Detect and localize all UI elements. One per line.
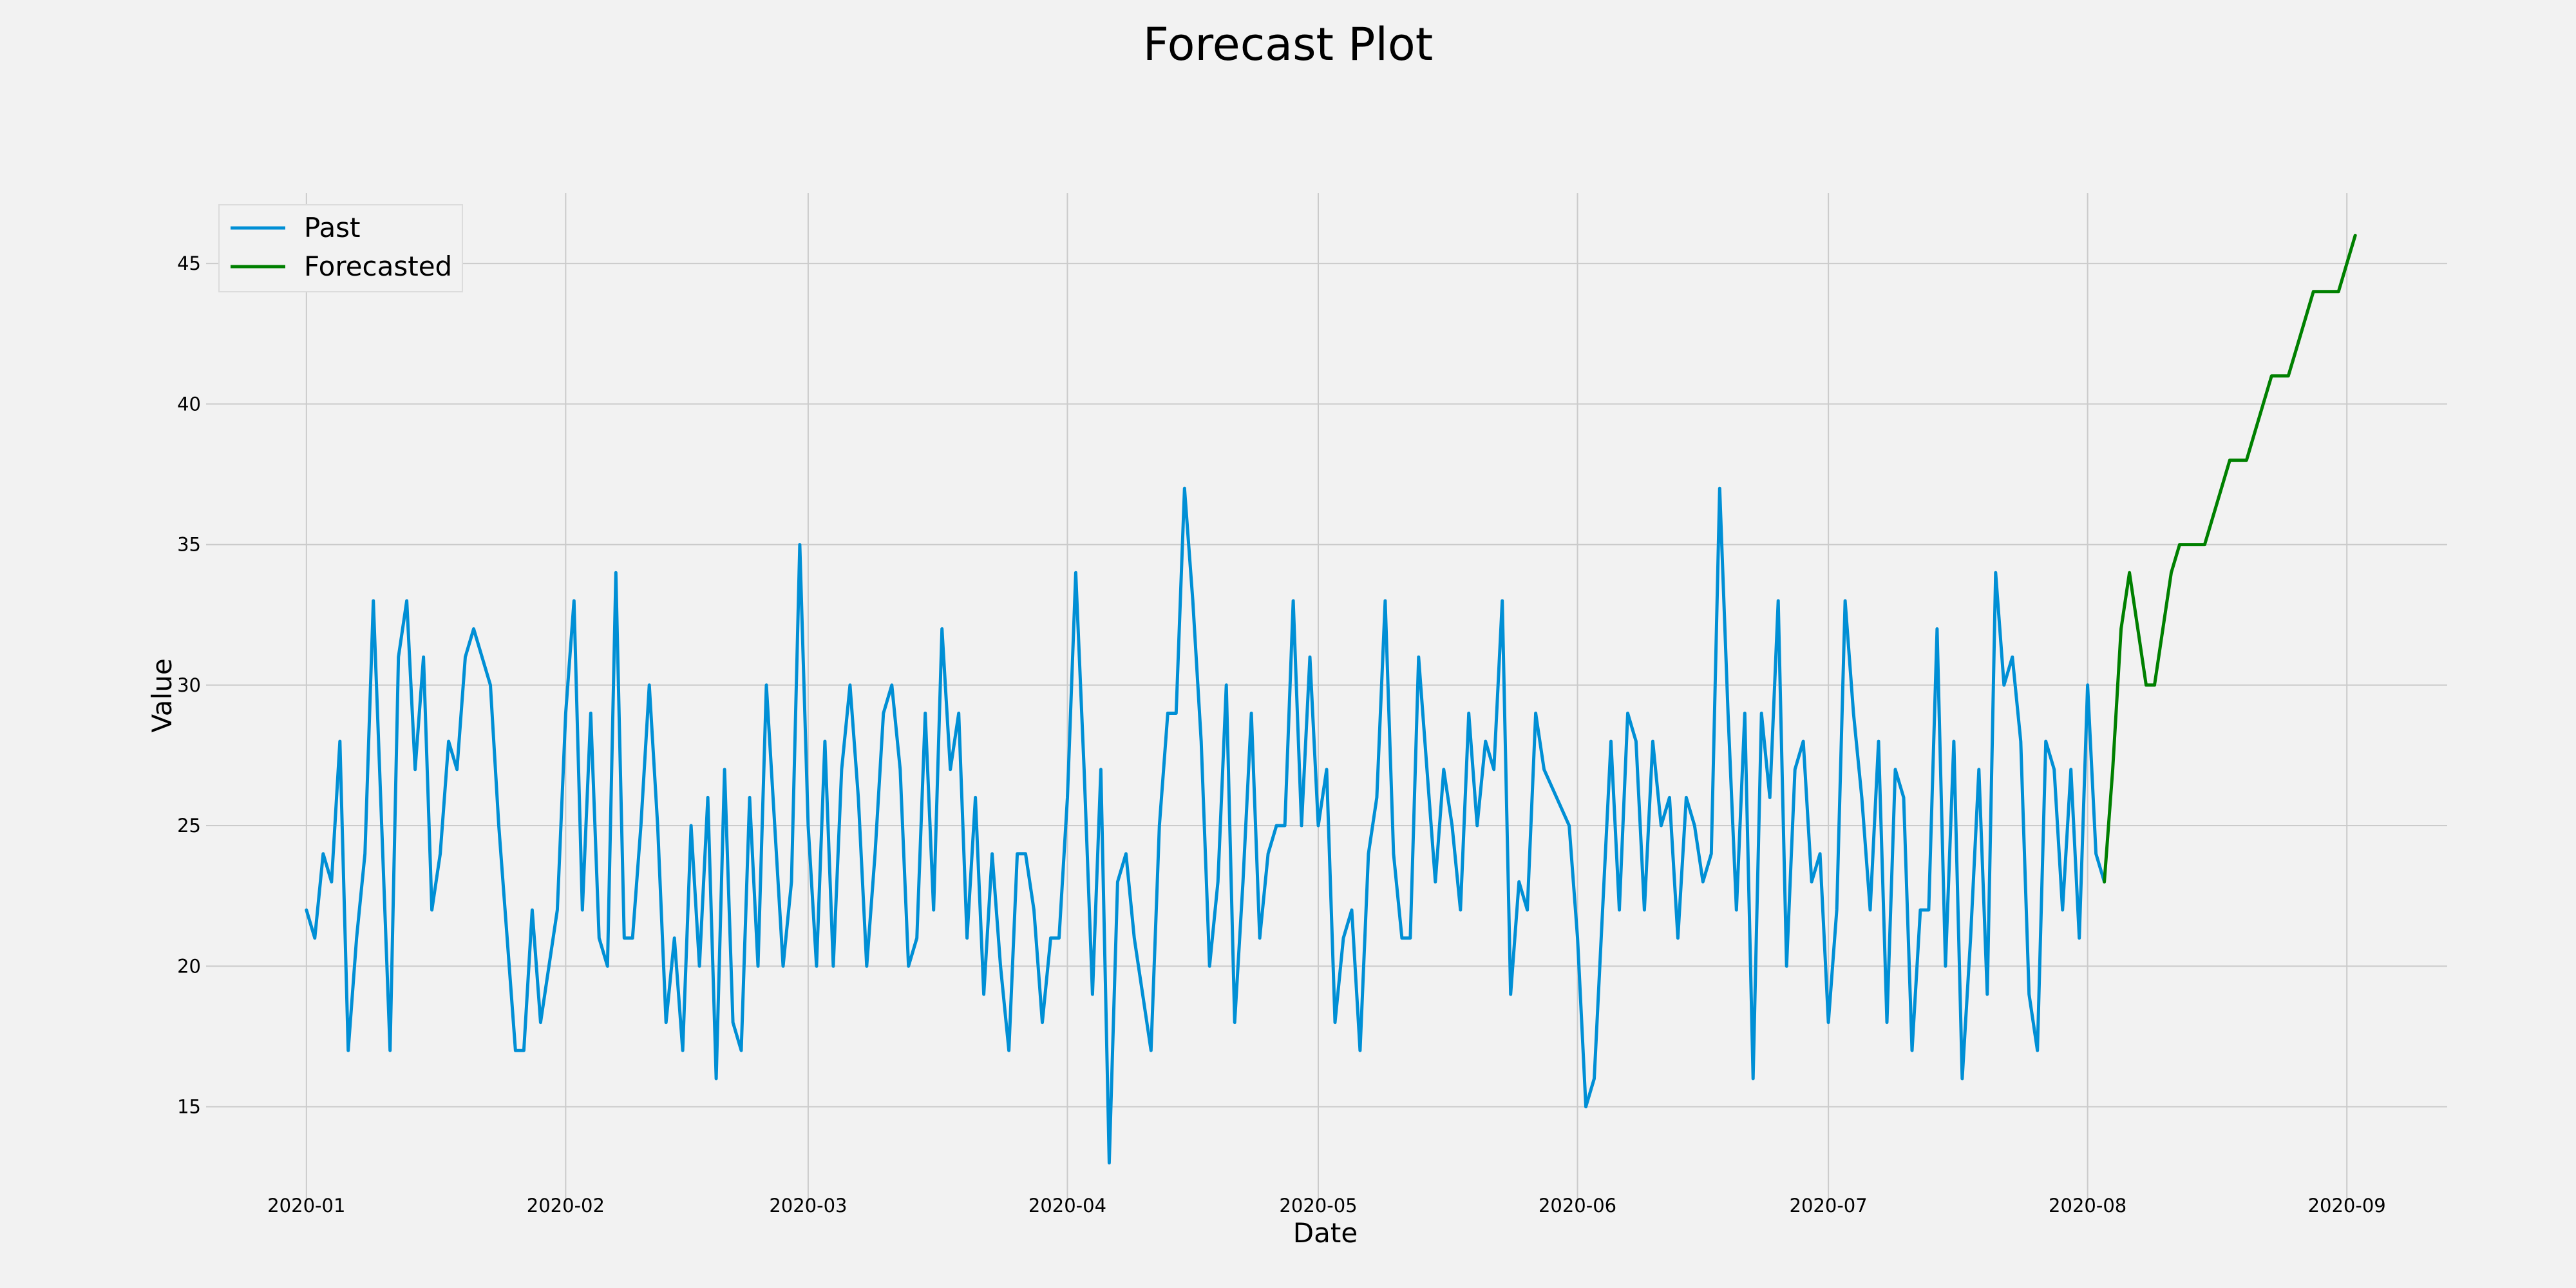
x-tick-label: 2020-04 [1028,1195,1106,1217]
legend: Past Forecasted [218,204,463,292]
y-tick-label: 45 [177,252,201,274]
y-tick-label: 35 [177,534,201,556]
y-tick-label: 20 [177,955,201,977]
x-tick-label: 2020-03 [769,1195,847,1217]
x-tick-label: 2020-01 [267,1195,345,1217]
legend-label-past: Past [304,212,361,243]
y-tick-label: 30 [177,674,201,696]
series-line-forecasted [2103,234,2357,884]
y-axis: 15 20 25 30 35 40 45 [177,252,201,1117]
x-tick-label: 2020-08 [2049,1195,2126,1217]
x-tick-label: 2020-06 [1539,1195,1616,1217]
y-axis-label: Value [146,658,178,732]
x-axis-label: Date [1293,1217,1358,1249]
x-tick-label: 2020-02 [527,1195,605,1217]
chart-title: Forecast Plot [1143,18,1433,71]
legend-label-forecasted: Forecasted [304,251,452,282]
y-tick-label: 40 [177,393,201,415]
series-line-past [305,486,2107,1165]
x-axis: 2020-01 2020-02 2020-03 2020-04 2020-05 2020-… [267,1195,2386,1217]
y-tick-label: 25 [177,815,201,837]
x-tick-label: 2020-05 [1279,1195,1357,1217]
legend-box [218,204,463,292]
x-tick-label: 2020-09 [2308,1195,2386,1217]
x-tick-label: 2020-07 [1790,1195,1868,1217]
series-layer [305,234,2357,1165]
y-tick-label: 15 [177,1096,201,1118]
